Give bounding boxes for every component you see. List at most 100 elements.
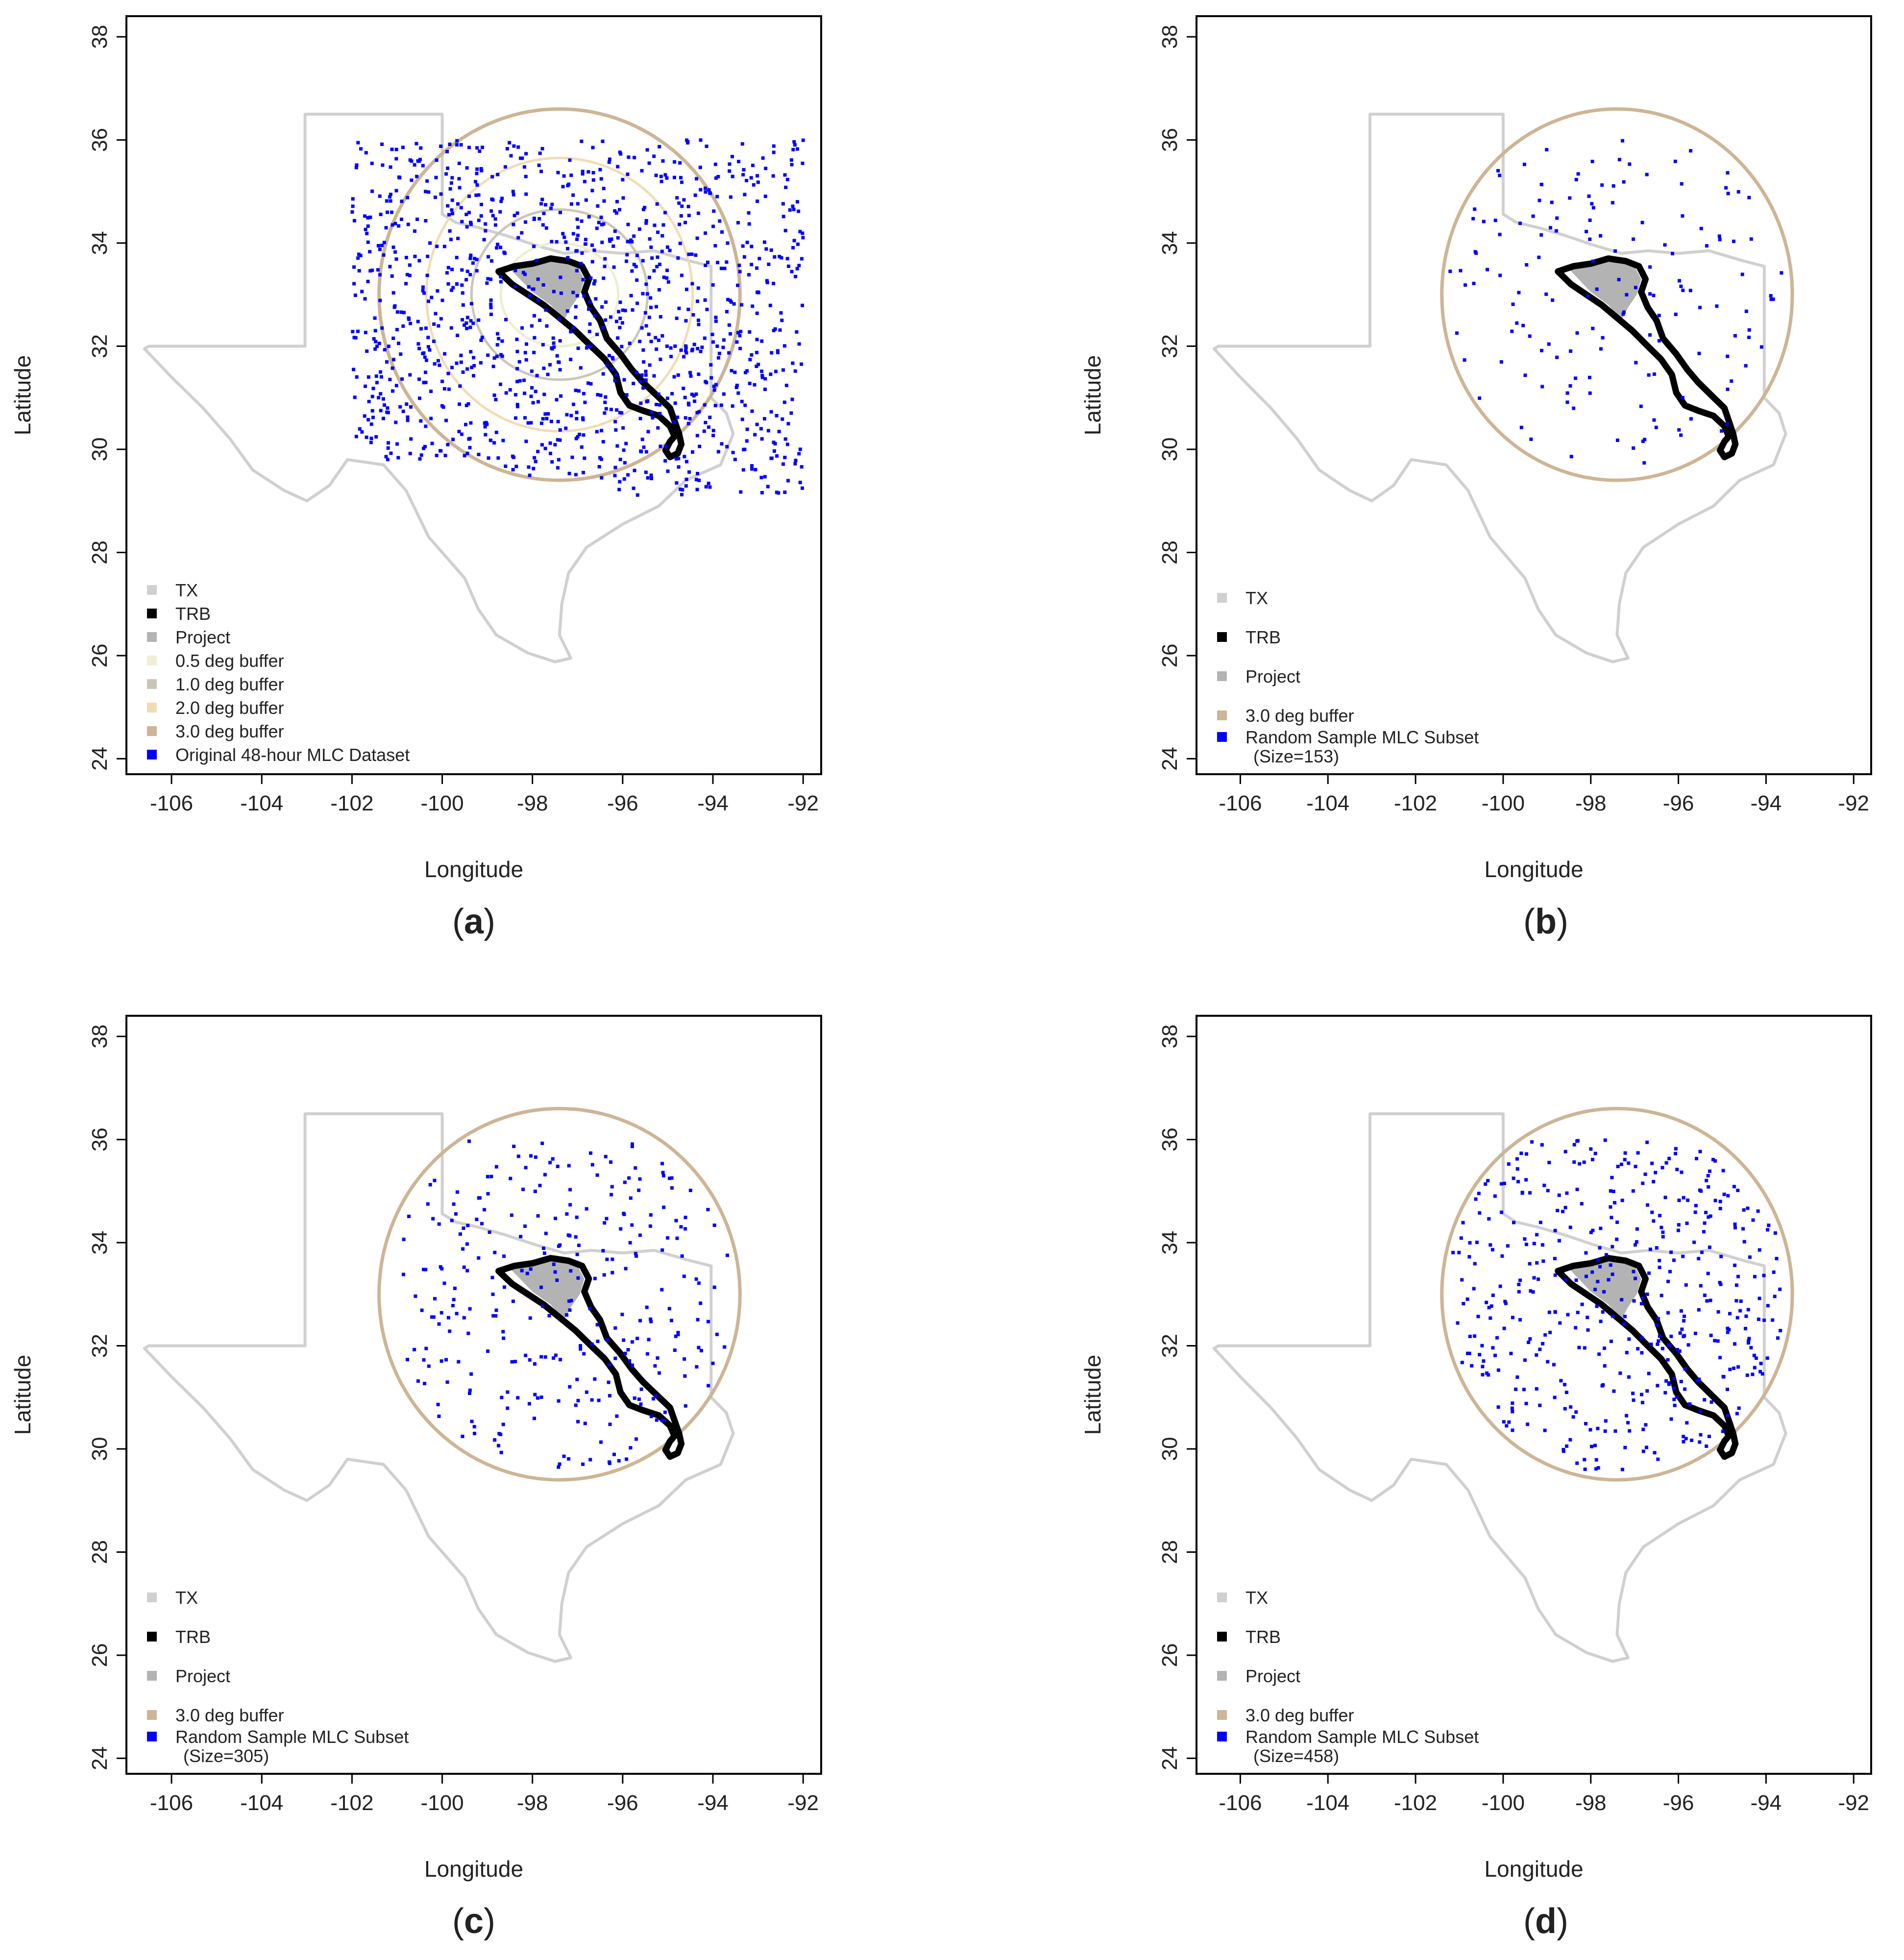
mlc-point — [1623, 1315, 1627, 1319]
mlc-point — [685, 288, 688, 292]
mlc-point — [457, 177, 461, 181]
mlc-point — [604, 1154, 608, 1158]
mlc-point — [1584, 1251, 1588, 1255]
legend-item: Project — [147, 1666, 230, 1686]
legend-swatch — [1217, 593, 1227, 603]
mlc-point — [613, 379, 617, 383]
mlc-point — [1541, 1259, 1545, 1263]
mlc-point — [455, 256, 459, 260]
mlc-point — [364, 331, 367, 335]
mlc-point — [1500, 1210, 1503, 1214]
mlc-point — [373, 347, 377, 351]
mlc-point — [1713, 1339, 1717, 1343]
mlc-point — [1460, 1278, 1464, 1282]
mlc-point — [696, 286, 700, 290]
mlc-point — [543, 412, 547, 416]
mlc-point — [782, 400, 786, 404]
mlc-point — [1551, 298, 1555, 302]
mlc-point — [1490, 1248, 1494, 1251]
mlc-point — [613, 420, 617, 424]
mlc-point — [1631, 1189, 1635, 1193]
mlc-point — [649, 1415, 653, 1419]
mlc-point — [617, 488, 621, 491]
mlc-point — [1748, 1255, 1752, 1259]
mlc-point — [738, 334, 742, 338]
mlc-point — [1550, 200, 1554, 204]
mlc-point — [1478, 396, 1482, 400]
mlc-point — [452, 1298, 456, 1301]
mlc-point — [801, 236, 805, 240]
mlc-point — [635, 253, 639, 257]
y-tick-label: 30 — [1158, 1437, 1182, 1461]
mlc-point — [546, 372, 550, 376]
basin-outline — [495, 255, 685, 461]
mlc-point — [1645, 1389, 1649, 1393]
mlc-point — [1700, 1250, 1704, 1254]
mlc-point — [673, 160, 677, 164]
mlc-point — [1749, 237, 1753, 241]
mlc-point — [1641, 1449, 1645, 1453]
mlc-point — [371, 416, 375, 419]
mlc-point — [413, 254, 417, 258]
mlc-point — [462, 1316, 466, 1320]
mlc-point — [537, 217, 541, 220]
mlc-point — [1590, 1270, 1594, 1274]
mlc-point — [1634, 361, 1638, 365]
mlc-point — [493, 1438, 497, 1442]
mlc-point — [586, 344, 589, 348]
mlc-point — [1524, 1152, 1528, 1156]
mlc-point — [740, 142, 744, 146]
mlc-point — [792, 239, 796, 243]
mlc-point — [426, 254, 430, 258]
mlc-point — [596, 1339, 600, 1343]
mlc-point — [416, 1379, 420, 1383]
mlc-point — [1496, 169, 1500, 172]
mlc-point — [388, 378, 392, 381]
mlc-point — [492, 393, 496, 397]
mlc-point — [450, 288, 453, 292]
y-tick-label: 24 — [1158, 747, 1182, 771]
legend-item: 3.0 deg buffer — [147, 1705, 284, 1725]
mlc-point — [568, 1234, 572, 1238]
mlc-point — [1766, 1304, 1770, 1308]
mlc-point — [1515, 1157, 1519, 1161]
mlc-point — [1575, 331, 1579, 335]
legend-label: 3.0 deg buffer — [175, 721, 284, 741]
mlc-point — [515, 380, 519, 384]
mlc-point — [801, 486, 804, 490]
mlc-point — [1591, 1157, 1594, 1161]
mlc-point — [595, 333, 599, 336]
mlc-point — [621, 308, 625, 312]
y-tick-label: 26 — [1158, 1643, 1182, 1667]
mlc-point — [413, 1348, 416, 1351]
mlc-point — [475, 172, 479, 175]
mlc-point — [488, 1230, 491, 1234]
mlc-point — [400, 199, 404, 203]
mlc-point — [369, 441, 373, 444]
y-tick-label: 36 — [88, 1127, 112, 1152]
mlc-point — [540, 147, 544, 150]
mlc-point — [1632, 237, 1635, 241]
mlc-point — [416, 342, 420, 346]
y-tick-label: 28 — [1158, 540, 1182, 564]
mlc-point — [706, 260, 709, 264]
mlc-point — [647, 316, 651, 319]
mlc-point — [370, 161, 374, 165]
mlc-point — [670, 1186, 674, 1190]
mlc-point — [651, 416, 655, 420]
mlc-point — [622, 448, 626, 452]
mlc-point — [660, 1162, 664, 1166]
mlc-point — [772, 144, 776, 148]
y-tick-label: 28 — [88, 540, 112, 564]
mlc-point — [666, 469, 670, 473]
mlc-point — [353, 395, 357, 399]
mlc-point — [404, 282, 408, 286]
y-tick-label: 34 — [1158, 231, 1182, 255]
mlc-point — [459, 353, 463, 357]
mlc-point — [1572, 1160, 1576, 1164]
mlc-point — [1590, 202, 1594, 206]
mlc-point — [1698, 306, 1702, 310]
mlc-point — [1708, 1245, 1711, 1249]
mlc-point — [1467, 1255, 1471, 1259]
